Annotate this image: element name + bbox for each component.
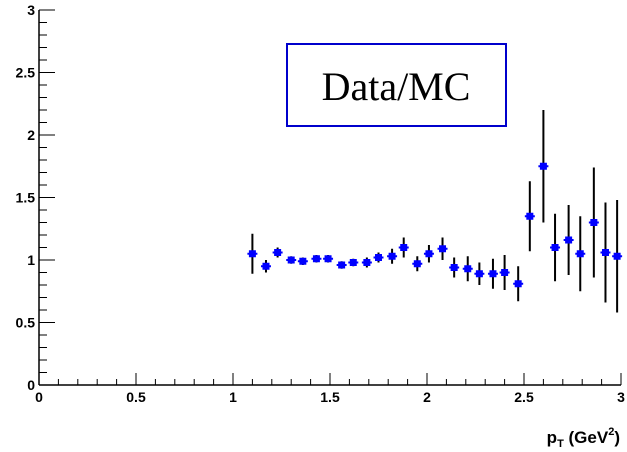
data-point: [324, 255, 332, 263]
y-tick-label: 0: [27, 377, 35, 393]
x-tick-label: 0: [35, 389, 43, 405]
data-point: [299, 257, 307, 265]
data-point: [526, 212, 534, 220]
data-point: [551, 244, 559, 251]
axes: 0 0.5 1 1.5 2 2.5 3 0 0.5 1 1.5 2 2.5 3: [16, 2, 626, 405]
x-axis-label-rest: (GeV: [564, 428, 609, 447]
y-tick-label: 1.5: [16, 190, 36, 206]
y-tick-label: 2.5: [16, 65, 36, 81]
legend-box-frame: [286, 43, 507, 127]
y-tick-label: 0.5: [16, 315, 36, 331]
x-axis-label-superscript: 2: [608, 426, 614, 438]
x-tick-label: 2.5: [514, 389, 534, 405]
data-point: [439, 245, 447, 253]
x-tick-label: 1.5: [320, 389, 340, 405]
x-axis-label-main: p: [547, 428, 557, 447]
data-point: [590, 219, 598, 226]
data-points: [247, 162, 623, 288]
y-tick-label: 3: [27, 2, 35, 18]
data-point: [601, 249, 609, 256]
data-point: [400, 244, 408, 251]
data-point: [287, 256, 295, 264]
data-point: [514, 280, 522, 288]
data-point: [312, 255, 320, 263]
data-point: [262, 262, 270, 270]
data-point: [613, 252, 621, 260]
x-tick-label: 2: [423, 389, 431, 405]
data-point: [363, 259, 371, 266]
data-point: [338, 261, 346, 269]
data-point: [425, 250, 433, 258]
data-point: [375, 254, 382, 261]
data-point: [576, 250, 584, 258]
data-point: [388, 252, 396, 260]
data-point: [464, 265, 472, 273]
x-axis-label-subscript: T: [557, 438, 564, 450]
x-tick-label: 1: [229, 389, 237, 405]
legend-box-text: Data/MC: [322, 64, 471, 109]
y-tick-label: 2: [27, 127, 35, 143]
data-point: [274, 249, 282, 256]
data-point: [248, 250, 256, 258]
y-tick-label: 1: [27, 252, 35, 268]
data-point: [539, 162, 547, 170]
data-point: [489, 270, 497, 278]
data-point: [349, 259, 357, 266]
data-point: [450, 264, 458, 271]
x-tick-label: 3: [617, 389, 625, 405]
x-axis-label: pT (GeV2): [547, 426, 620, 450]
data-point: [501, 269, 509, 276]
legend-box: Data/MC: [286, 43, 507, 127]
x-tick-label: 0.5: [126, 389, 146, 405]
data-point: [565, 236, 573, 244]
data-point: [413, 260, 421, 268]
x-axis-label-close: ): [614, 428, 620, 447]
data-point: [475, 270, 483, 278]
